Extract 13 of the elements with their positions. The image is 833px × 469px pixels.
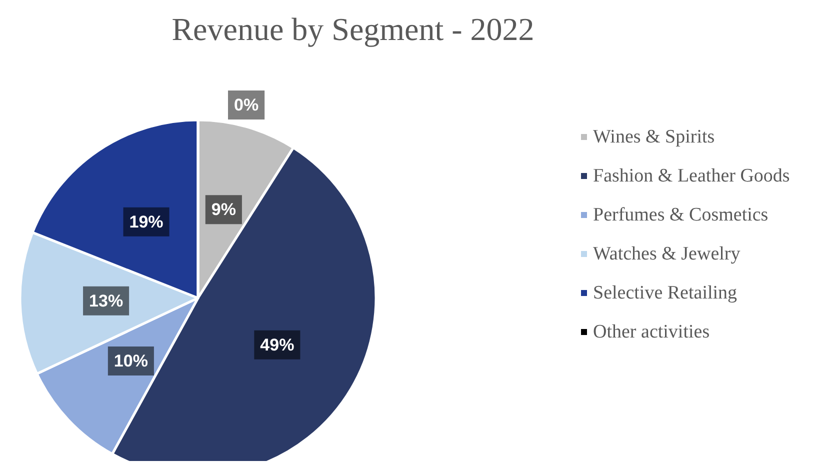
legend-label: Perfumes & Cosmetics [593, 204, 768, 226]
legend-label: Fashion & Leather Goods [593, 166, 790, 186]
data-label: 9% [211, 200, 236, 220]
legend-label: Selective Retailing [593, 282, 738, 304]
chart-title: Revenue by Segment - 2022 [172, 11, 534, 47]
legend-label: Wines & Spirits [593, 126, 715, 148]
data-label: 49% [260, 335, 294, 354]
legend-label: Watches & Jewelry [593, 244, 741, 264]
text: 0% [234, 96, 259, 114]
data-label: 19% [129, 212, 164, 232]
legend-label: Other activities [593, 322, 710, 342]
data-label: 13% [89, 291, 124, 310]
data-label: 10% [114, 351, 148, 370]
